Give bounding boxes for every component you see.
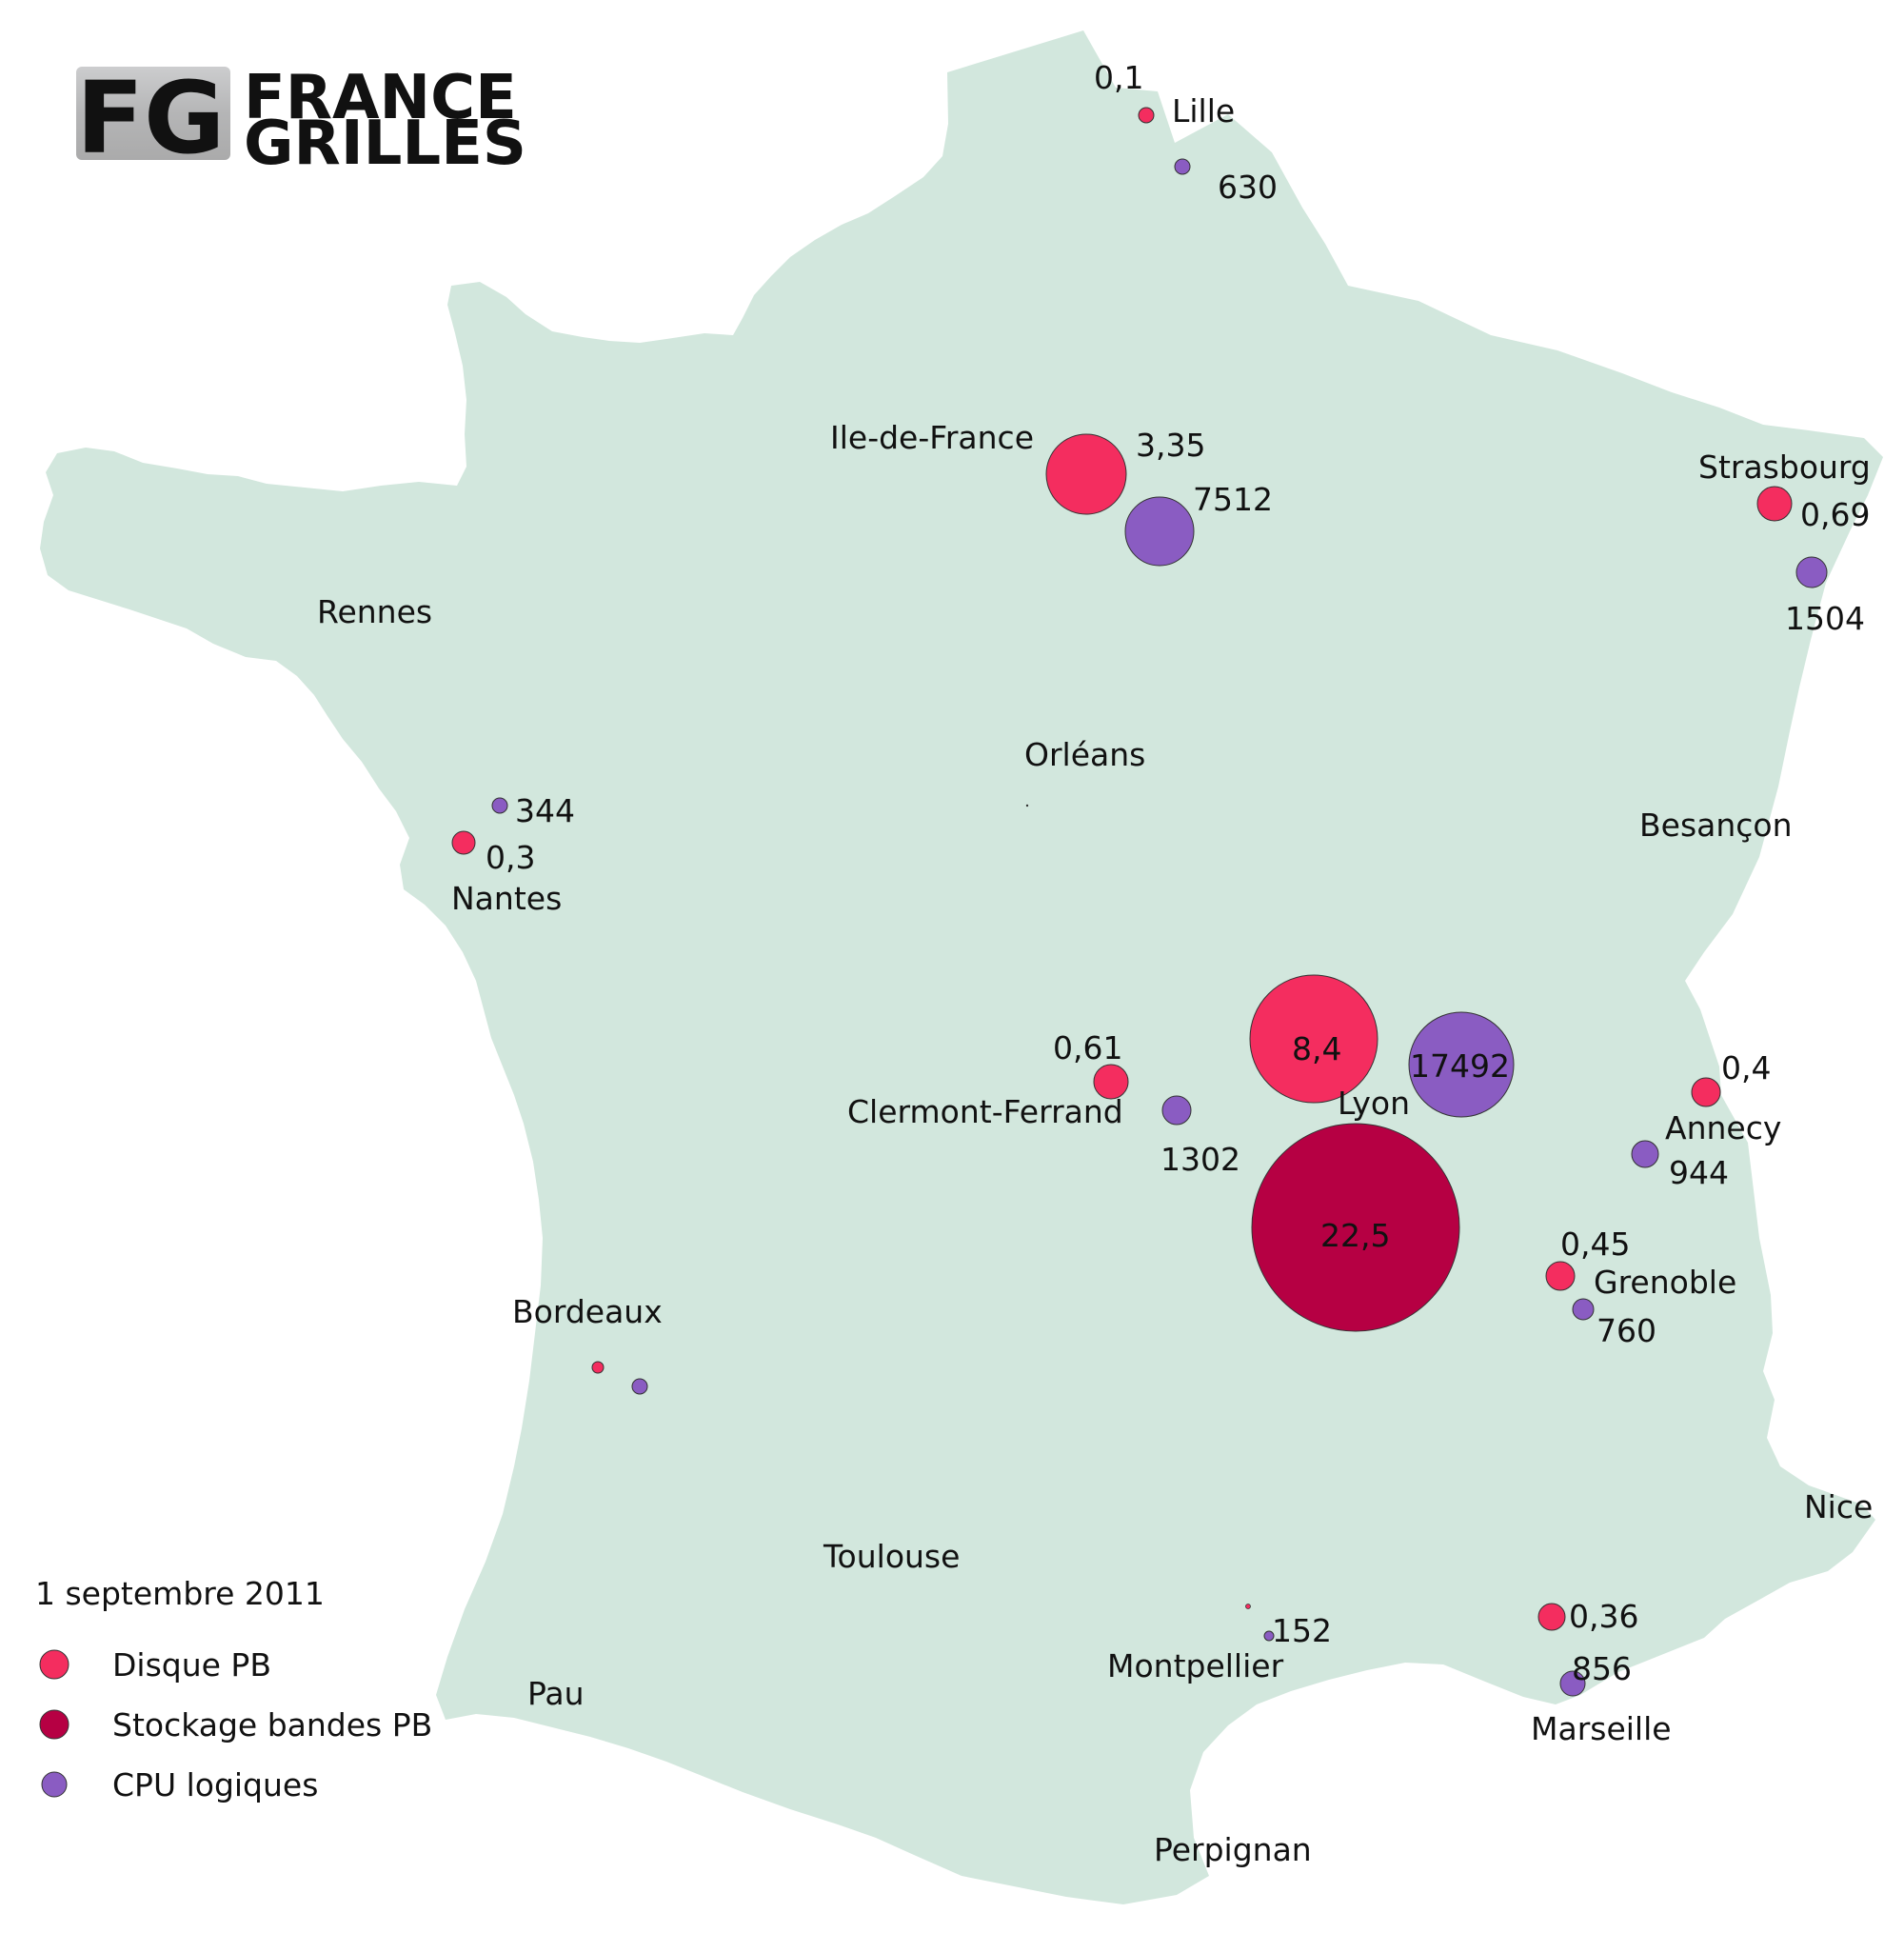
bubble-cpu-bordeaux [631, 1378, 648, 1395]
city-label-toulouse: Toulouse [823, 1538, 960, 1575]
city-label-nantes: Nantes [451, 880, 562, 917]
value-label: 0,4 [1721, 1049, 1771, 1086]
legend-label: Stockage bandes PB [112, 1706, 432, 1744]
bubble-disk-nantes [451, 830, 476, 855]
legend-item-tape: Stockage bandes PB [39, 1706, 432, 1744]
bubble-cpu-grenoble [1572, 1298, 1595, 1321]
value-label: 0,61 [1053, 1029, 1122, 1066]
city-label-perpignan: Perpignan [1154, 1831, 1312, 1868]
city-label-nice: Nice [1804, 1488, 1873, 1525]
date-label: 1 septembre 2011 [35, 1575, 325, 1612]
bubble-cpu-montpellier [1263, 1630, 1275, 1642]
value-label: 344 [515, 792, 575, 829]
city-label-marseille: Marseille [1531, 1710, 1672, 1747]
city-label-ile-de-france: Ile-de-France [830, 419, 1034, 456]
city-label-clermont-ferrand: Clermont-Ferrand [847, 1093, 1123, 1130]
bubble-cpu-marseille [1559, 1670, 1586, 1697]
bubble-disk-ile-de-france [1045, 433, 1127, 515]
symbols-layer [451, 107, 1828, 1697]
bubble-cpu-strasbourg [1795, 556, 1828, 588]
value-label: 17492 [1410, 1047, 1510, 1085]
bubble-cpu-lille [1174, 158, 1191, 175]
bubble-tape-lyon [1251, 1123, 1460, 1332]
logo-monogram-f: FG [76, 60, 225, 176]
legend-swatch [39, 1649, 69, 1680]
value-label: 152 [1272, 1612, 1332, 1649]
city-label-montpellier: Montpellier [1107, 1647, 1284, 1684]
city-label-annecy: Annecy [1665, 1109, 1781, 1146]
value-label: 760 [1597, 1312, 1656, 1349]
city-label-grenoble: Grenoble [1594, 1264, 1736, 1301]
city-label-orleans: Orléans [1024, 736, 1145, 773]
bubble-cpu-clermont [1161, 1095, 1192, 1126]
value-label: 1504 [1785, 600, 1865, 637]
france-land [40, 30, 1883, 1904]
value-label: 8,4 [1292, 1030, 1341, 1067]
city-label-strasbourg: Strasbourg [1698, 448, 1871, 486]
value-label: 3,35 [1136, 427, 1205, 464]
bubble-disk-strasbourg [1756, 486, 1793, 522]
city-label-lille: Lille [1172, 92, 1235, 130]
bubble-disk-lyon [1249, 974, 1378, 1104]
legend-label: CPU logiques [112, 1766, 318, 1804]
city-label-pau: Pau [527, 1675, 585, 1712]
city-label-bordeaux: Bordeaux [512, 1293, 663, 1330]
value-label: 944 [1669, 1154, 1729, 1191]
legend-label: Disque PB [112, 1646, 271, 1684]
value-labels: 0,1 630 3,35 7512 0,69 1504 344 0,3 0,61… [486, 59, 1870, 1687]
legend-swatch [39, 1709, 69, 1740]
city-label-besancon: Besançon [1639, 807, 1793, 844]
value-label: 0,3 [486, 839, 535, 876]
value-label: 1302 [1160, 1141, 1240, 1178]
city-labels: Lille Ile-de-France Strasbourg Rennes Or… [317, 92, 1873, 1868]
bubble-dot-orleans [1025, 804, 1029, 807]
value-label: 0,45 [1560, 1226, 1630, 1263]
value-label: 0,69 [1800, 496, 1870, 533]
value-label: 22,5 [1320, 1217, 1390, 1254]
logo-line1: FRANCE [244, 63, 517, 133]
value-label: 630 [1218, 169, 1278, 206]
value-label: 856 [1572, 1650, 1632, 1687]
bubble-disk-marseille [1537, 1603, 1566, 1631]
value-label: 7512 [1193, 481, 1273, 518]
legend-item-disk: Disque PB [39, 1646, 271, 1684]
bubble-disk-annecy [1691, 1077, 1721, 1107]
bubble-cpu-ile-de-france [1124, 496, 1195, 567]
bubble-disk-clermont [1093, 1064, 1129, 1100]
city-label-lyon: Lyon [1338, 1085, 1410, 1122]
bubble-disk-montpellier [1245, 1604, 1251, 1609]
value-label: 0,36 [1569, 1598, 1638, 1635]
value-label: 0,1 [1094, 59, 1143, 96]
legend-swatch [41, 1771, 68, 1798]
bubble-disk-lille [1138, 107, 1155, 124]
bubble-cpu-lyon [1408, 1011, 1515, 1118]
bubble-cpu-nantes [491, 797, 508, 814]
france-grilles-logo: FG FRANCE GRILLES [76, 60, 526, 179]
bubble-disk-bordeaux [591, 1361, 605, 1374]
legend: 1 septembre 2011 Disque PB Stockage band… [35, 1575, 432, 1804]
logo-monogram: FG [76, 60, 230, 176]
bubble-disk-grenoble [1545, 1261, 1576, 1291]
logo-line2: GRILLES [244, 109, 526, 179]
legend-item-cpu: CPU logiques [41, 1766, 318, 1804]
city-label-rennes: Rennes [317, 593, 432, 630]
bubble-cpu-annecy [1631, 1140, 1659, 1168]
